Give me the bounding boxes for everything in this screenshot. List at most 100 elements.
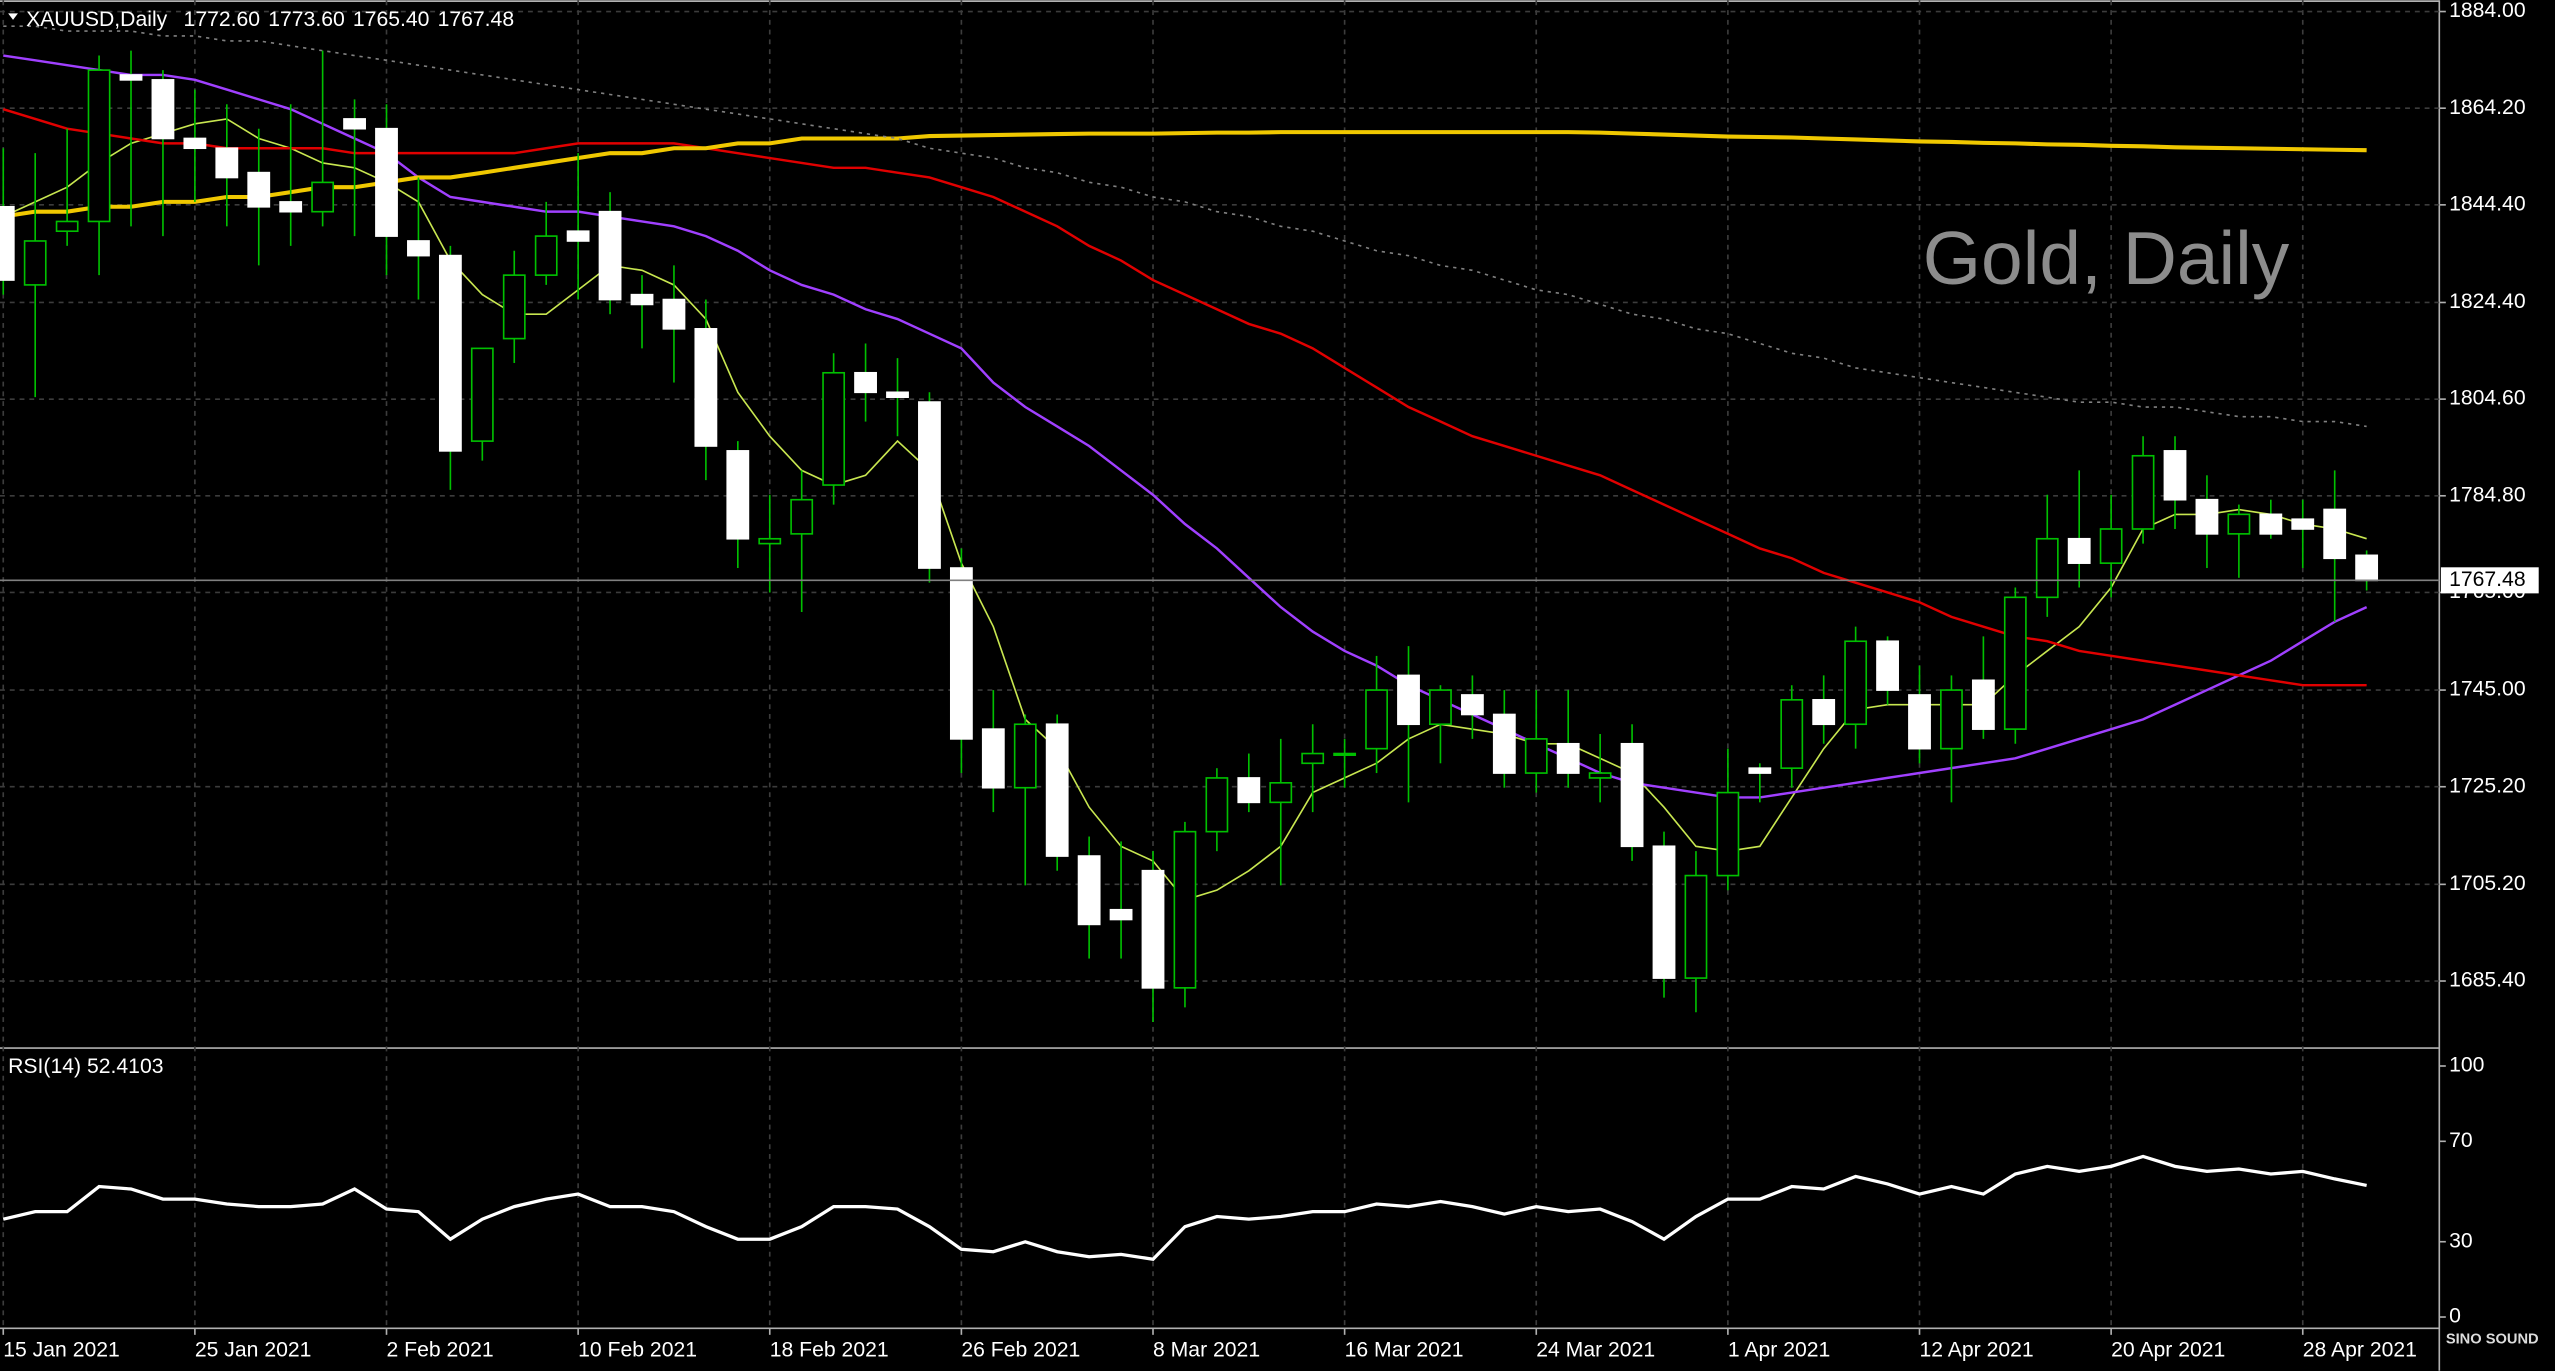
ohlc-value: 1772.60 (184, 7, 261, 30)
ohlc-value: 1765.40 (353, 7, 430, 30)
candle-body (1780, 699, 1804, 769)
candle-body (918, 401, 941, 569)
candle-body (247, 171, 271, 208)
candle-body (1940, 689, 1963, 750)
candle-body (2291, 518, 2315, 530)
y-tick-label: 1685.40 (2449, 969, 2526, 992)
candle-body (1971, 679, 1995, 730)
candle-body (2099, 528, 2123, 564)
moving-average-line (3, 25, 2367, 428)
candle-body (1429, 689, 1452, 726)
y-tick-label: 1864.20 (2449, 96, 2526, 119)
candle-body (854, 371, 877, 394)
x-tick-label: 16 Mar 2021 (1345, 1339, 1464, 1362)
candle-body (0, 205, 15, 281)
logo: SINO SOUND (2446, 1332, 2539, 1348)
candle-body (2259, 513, 2283, 535)
candle-body (1109, 908, 1133, 921)
y-tick-label: 1745.00 (2449, 678, 2526, 701)
candle-body (215, 147, 239, 179)
candle-body (2003, 596, 2027, 730)
candle-body (949, 567, 973, 740)
candle-body (311, 181, 335, 213)
x-tick-label: 15 Jan 2021 (3, 1339, 120, 1362)
candle-body (1237, 777, 1261, 804)
candle-body (1876, 640, 1899, 691)
y-tick-label: 0 (2449, 1305, 2461, 1328)
candle-body (1045, 723, 1069, 857)
candle-body (2195, 498, 2219, 535)
current-price-label: 1767.48 (2449, 568, 2526, 591)
candle-body (1365, 689, 1388, 750)
candle-body (2227, 513, 2251, 535)
candle-body (407, 240, 430, 257)
y-tick-label: 1824.40 (2449, 290, 2526, 313)
candle-body (1524, 738, 1548, 774)
candle-body (1652, 845, 1676, 979)
y-tick-label: 1804.60 (2449, 387, 2526, 410)
candle-body (566, 230, 590, 242)
indicator-title: RSI(14) 52.4103 (8, 1055, 163, 1078)
ohlc-value: 1767.48 (438, 7, 515, 30)
candle-body (1301, 752, 1325, 765)
candle-body (886, 391, 909, 398)
candle-body (2067, 537, 2091, 564)
x-tick-label: 10 Feb 2021 (578, 1339, 697, 1362)
x-tick-label: 12 Apr 2021 (1920, 1339, 2034, 1362)
x-tick-label: 2 Feb 2021 (387, 1339, 494, 1362)
candle-body (1908, 694, 1931, 750)
y-tick-label: 1725.20 (2449, 774, 2526, 797)
candle-body (1077, 855, 1101, 926)
candle-body (2323, 508, 2347, 560)
candle-body (2131, 454, 2155, 530)
y-tick-label: 70 (2449, 1129, 2473, 1152)
candle-body (1269, 782, 1293, 804)
x-tick-label: 25 Jan 2021 (195, 1339, 312, 1362)
candle-body (1716, 791, 1740, 877)
candle-body (2163, 450, 2187, 501)
candle-body (55, 220, 79, 233)
watermark: Gold, Daily (1923, 216, 2290, 300)
candle-body (1205, 777, 1229, 833)
candle-body (279, 201, 303, 213)
candle-body (981, 728, 1005, 789)
x-tick-label: 8 Mar 2021 (1153, 1339, 1260, 1362)
candle-body (822, 371, 846, 486)
y-tick-label: 30 (2449, 1229, 2473, 1252)
ohlc-value: 1773.60 (268, 7, 345, 30)
current-price-box (2440, 567, 2539, 594)
y-tick-label: 100 (2449, 1054, 2484, 1077)
symbol-menu-arrow[interactable] (8, 13, 18, 20)
x-tick-label: 18 Feb 2021 (770, 1339, 889, 1362)
candle-body (790, 498, 814, 535)
y-tick-label: 1844.40 (2449, 192, 2526, 215)
candle-body (1684, 874, 1708, 979)
candle-body (343, 118, 366, 130)
candle-body (534, 235, 558, 276)
candle-body (1397, 674, 1420, 726)
candle-body (1013, 723, 1037, 789)
candle-body (1141, 869, 1165, 989)
candle-body (630, 293, 654, 306)
y-tick-label: 1705.20 (2449, 872, 2526, 895)
candle-body (1748, 767, 1772, 774)
y-tick-label: 1884.00 (2449, 0, 2526, 22)
candle-body (2035, 537, 2059, 599)
candle-body (1588, 772, 1612, 779)
candle-body (502, 274, 526, 340)
candle-body (598, 210, 622, 301)
candle-body (662, 298, 686, 330)
y-tick-label: 1784.80 (2449, 483, 2526, 506)
candle-body (23, 240, 47, 286)
candle-body (1844, 640, 1868, 726)
candle-body (87, 69, 111, 223)
candle-body (1492, 713, 1516, 774)
candle-body (1812, 699, 1836, 726)
candle-body (726, 450, 750, 540)
candle-body (1460, 694, 1484, 716)
x-tick-label: 20 Apr 2021 (2111, 1339, 2225, 1362)
candle-body (1173, 830, 1197, 989)
